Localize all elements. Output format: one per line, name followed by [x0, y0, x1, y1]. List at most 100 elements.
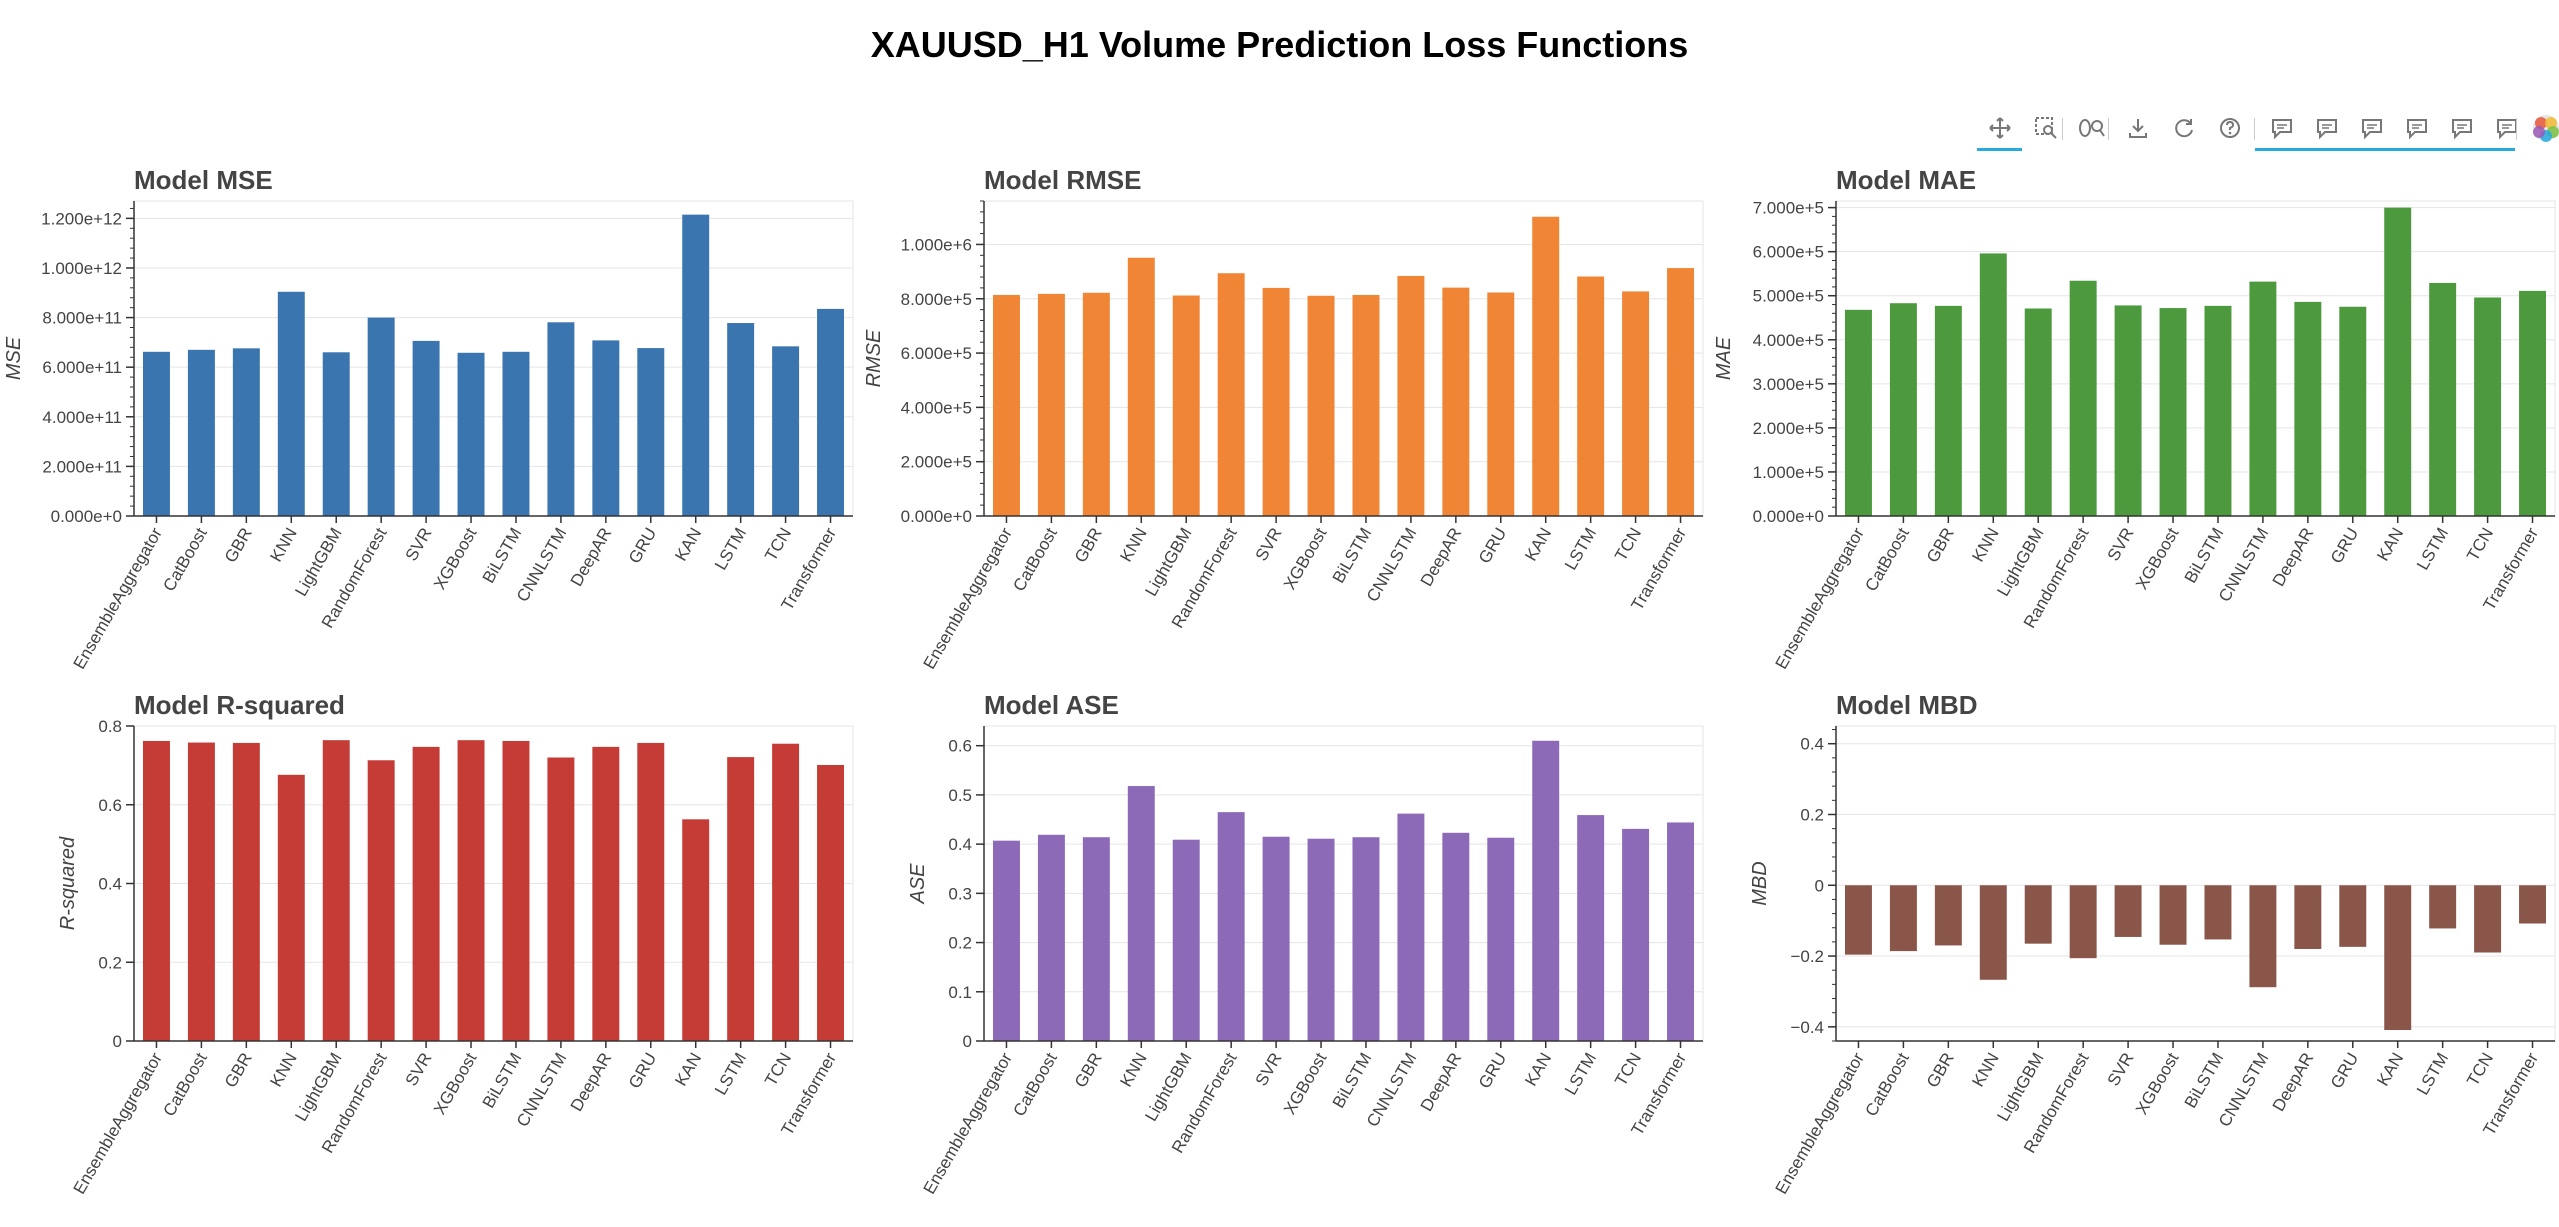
bar-ensembleaggregator[interactable]: [1844, 309, 1872, 516]
bar-lstm[interactable]: [1577, 276, 1605, 516]
bar-xgboost[interactable]: [2159, 308, 2187, 516]
bar-transformer[interactable]: [817, 308, 845, 516]
bar-tcn[interactable]: [1622, 828, 1650, 1041]
bar-kan[interactable]: [682, 819, 710, 1041]
bar-kan[interactable]: [682, 214, 710, 517]
bar-svr[interactable]: [1262, 836, 1290, 1041]
bar-deepar[interactable]: [592, 746, 620, 1041]
bar-cnnlstm[interactable]: [1397, 275, 1425, 516]
bar-knn[interactable]: [1979, 253, 2007, 516]
bar-bilstm[interactable]: [502, 351, 530, 516]
bar-deepar[interactable]: [1442, 832, 1470, 1041]
bar-ensembleaggregator[interactable]: [992, 840, 1020, 1041]
bar-catboost[interactable]: [1037, 834, 1065, 1041]
bar-lstm[interactable]: [727, 323, 755, 516]
bar-lightgbm[interactable]: [1172, 295, 1200, 517]
bar-deepar[interactable]: [2294, 301, 2322, 516]
hover-tool-3[interactable]: [2353, 110, 2391, 150]
bar-bilstm[interactable]: [1352, 837, 1380, 1041]
bar-bilstm[interactable]: [1352, 294, 1380, 516]
hover-tool-5[interactable]: [2443, 110, 2481, 150]
hover-tool-2[interactable]: [2308, 110, 2346, 150]
box-zoom-tool[interactable]: [2027, 110, 2065, 150]
bar-svr[interactable]: [412, 746, 440, 1041]
bar-gru[interactable]: [2339, 306, 2367, 516]
bar-randomforest[interactable]: [367, 317, 395, 516]
bar-kan[interactable]: [2384, 207, 2412, 516]
bar-catboost[interactable]: [1889, 885, 1917, 952]
bar-lightgbm[interactable]: [322, 740, 350, 1041]
bar-ensembleaggregator[interactable]: [1844, 885, 1872, 955]
bar-gbr[interactable]: [232, 348, 260, 516]
bar-xgboost[interactable]: [457, 352, 485, 516]
bar-lstm[interactable]: [727, 757, 755, 1041]
bar-knn[interactable]: [1979, 885, 2007, 980]
bar-transformer[interactable]: [1667, 822, 1695, 1041]
save-tool[interactable]: [2119, 110, 2157, 150]
bar-knn[interactable]: [1127, 786, 1155, 1041]
bar-transformer[interactable]: [817, 764, 845, 1041]
bar-svr[interactable]: [1262, 287, 1290, 516]
bar-gbr[interactable]: [1082, 837, 1110, 1041]
bar-tcn[interactable]: [2474, 885, 2502, 953]
bar-cnnlstm[interactable]: [2249, 281, 2277, 516]
bar-xgboost[interactable]: [2159, 885, 2187, 945]
bar-deepar[interactable]: [592, 340, 620, 516]
bar-randomforest[interactable]: [2069, 280, 2097, 516]
bar-catboost[interactable]: [187, 742, 215, 1041]
bar-cnnlstm[interactable]: [1397, 813, 1425, 1041]
pan-tool[interactable]: [1981, 110, 2019, 150]
bar-cnnlstm[interactable]: [547, 757, 575, 1042]
bar-knn[interactable]: [1127, 257, 1155, 516]
bar-xgboost[interactable]: [1307, 838, 1335, 1041]
bar-transformer[interactable]: [2519, 885, 2547, 924]
bar-ensembleaggregator[interactable]: [142, 740, 170, 1041]
bar-gru[interactable]: [2339, 885, 2367, 947]
bar-lightgbm[interactable]: [2024, 308, 2052, 516]
bar-gru[interactable]: [637, 348, 665, 516]
bar-tcn[interactable]: [2474, 297, 2502, 516]
bokeh-logo[interactable]: [2527, 110, 2559, 150]
bar-knn[interactable]: [277, 291, 305, 516]
bar-deepar[interactable]: [2294, 885, 2322, 949]
bar-transformer[interactable]: [2519, 290, 2547, 516]
bar-cnnlstm[interactable]: [2249, 885, 2277, 988]
hover-tool-1[interactable]: [2263, 110, 2301, 150]
hover-tool-4[interactable]: [2398, 110, 2436, 150]
bar-svr[interactable]: [412, 340, 440, 516]
bar-kan[interactable]: [2384, 885, 2412, 1031]
bar-tcn[interactable]: [772, 743, 800, 1041]
bar-ensembleaggregator[interactable]: [992, 294, 1020, 516]
bar-lstm[interactable]: [2429, 885, 2457, 929]
bar-lstm[interactable]: [2429, 282, 2457, 516]
bar-transformer[interactable]: [1667, 268, 1695, 516]
bar-svr[interactable]: [2114, 305, 2142, 516]
bar-bilstm[interactable]: [2204, 305, 2232, 516]
bar-gbr[interactable]: [232, 742, 260, 1041]
bar-gru[interactable]: [637, 742, 665, 1041]
wheel-zoom-tool[interactable]: [2073, 110, 2111, 150]
bar-xgboost[interactable]: [457, 740, 485, 1041]
bar-bilstm[interactable]: [2204, 885, 2232, 940]
bar-randomforest[interactable]: [2069, 885, 2097, 959]
bar-ensembleaggregator[interactable]: [142, 351, 170, 516]
bar-gbr[interactable]: [1934, 305, 1962, 516]
bar-xgboost[interactable]: [1307, 295, 1335, 516]
bar-cnnlstm[interactable]: [547, 322, 575, 516]
bar-svr[interactable]: [2114, 885, 2142, 937]
bar-tcn[interactable]: [772, 346, 800, 516]
bar-gbr[interactable]: [1934, 885, 1962, 946]
bar-tcn[interactable]: [1622, 291, 1650, 516]
bar-deepar[interactable]: [1442, 287, 1470, 516]
help-tool[interactable]: [2211, 110, 2249, 150]
bar-gru[interactable]: [1487, 292, 1515, 516]
bar-gbr[interactable]: [1082, 292, 1110, 516]
bar-kan[interactable]: [1532, 216, 1560, 516]
bar-randomforest[interactable]: [1217, 273, 1245, 516]
bar-knn[interactable]: [277, 774, 305, 1041]
bar-catboost[interactable]: [187, 349, 215, 516]
bar-randomforest[interactable]: [367, 760, 395, 1041]
bar-catboost[interactable]: [1037, 293, 1065, 516]
bar-lightgbm[interactable]: [322, 352, 350, 516]
bar-catboost[interactable]: [1889, 303, 1917, 516]
